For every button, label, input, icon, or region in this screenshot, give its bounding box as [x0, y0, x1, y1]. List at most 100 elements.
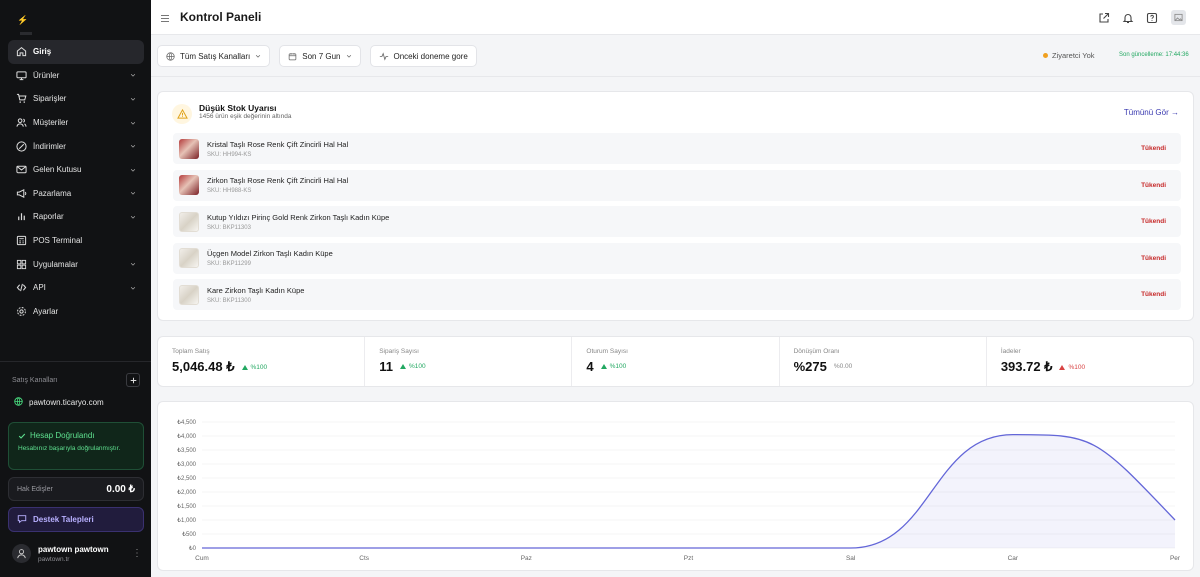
- chevron-down-icon: [129, 213, 137, 221]
- external-link-icon[interactable]: [1097, 11, 1111, 25]
- sidebar-item-label: Gelen Kutusu: [33, 165, 82, 175]
- gear-icon: [15, 305, 27, 317]
- brand-logo[interactable]: ⚡: [17, 12, 41, 36]
- product-info: Üçgen Model Zirkon Taşlı Kadın Küpe SKU: …: [207, 249, 1136, 267]
- stat-label: İadeler: [1000, 348, 1021, 355]
- stat-value: %275: [793, 359, 827, 374]
- mail-icon: [15, 164, 27, 176]
- sidebar-item-label: Siparişler: [33, 94, 67, 104]
- compare-period-toggle[interactable]: Onceki doneme gore: [369, 45, 477, 67]
- plus-icon: [130, 377, 136, 383]
- sidebar-item-9[interactable]: POS Terminal: [8, 229, 144, 253]
- x-tick-label: Paz: [521, 555, 532, 562]
- stat-tile: İadeler 393.72 ₺ %100: [987, 337, 1193, 386]
- stat-change: %100: [600, 363, 627, 370]
- sidebar-item-2[interactable]: Ürünler: [8, 64, 144, 88]
- sidebar-item-10[interactable]: Uygulamalar: [8, 252, 144, 276]
- account-verified-box: Hesap Doğrulandı Hesabınız başarıyla doğ…: [8, 422, 144, 470]
- chevron-down-icon: [255, 53, 261, 59]
- sales-channels-title: Satış Kanalları: [12, 376, 58, 384]
- low-stock-item[interactable]: Kristal Taşlı Rose Renk Çift Zincirli Ha…: [173, 133, 1181, 164]
- add-channel-button[interactable]: [126, 373, 140, 387]
- sales-channel-item[interactable]: pawtown.ticaryo.com: [14, 397, 104, 408]
- stat-change: %100: [241, 364, 267, 371]
- status-badge: Tükendi: [1141, 181, 1166, 189]
- topbar-actions: [1087, 10, 1186, 25]
- sales-chart-card: ₺0 ₺500 ₺1,000 ₺1,500 ₺2,000 ₺2,500 ₺3,000 ₺3,5…: [157, 401, 1194, 571]
- y-tick-label: ₺500: [182, 531, 196, 538]
- stat-label: Toplam Satış: [172, 348, 210, 355]
- low-stock-item[interactable]: Kutup Yıldızı Pirinç Gold Renk Zirkon Ta…: [173, 206, 1181, 237]
- help-book-icon[interactable]: [1145, 11, 1159, 25]
- sidebar-item-12[interactable]: Ayarlar: [8, 300, 144, 324]
- low-stock-item[interactable]: Kare Zirkon Taşlı Kadın Küpe SKU: BKP1130…: [173, 279, 1181, 310]
- low-stock-card: Düşük Stok Uyarısı 1456 ürün eşik değeri…: [157, 91, 1194, 321]
- chevron-down-icon: [129, 284, 137, 292]
- product-name: Kristal Taşlı Rose Renk Çift Zincirli Ha…: [207, 139, 349, 149]
- pos-icon: [15, 235, 27, 247]
- stat-tile: Sipariş Sayısı 11 %100: [365, 337, 573, 386]
- last-updated-text: Son güncelleme: 17:44:36: [1119, 52, 1189, 58]
- low-stock-item[interactable]: Zirkon Taşlı Rose Renk Çift Zincirli Hal…: [173, 169, 1181, 201]
- sales-channel-label: pawtown.ticaryo.com: [29, 398, 104, 407]
- sidebar-nav: Giriş Ürünler Siparişler Müşteriler İndiriml…: [8, 40, 144, 323]
- sidebar-item-8[interactable]: Raporlar: [8, 205, 144, 229]
- sales-channel-filter[interactable]: Tüm Satış Kanalları: [157, 45, 271, 67]
- product-name: Kare Zirkon Taşlı Kadın Küpe: [207, 285, 305, 295]
- sidebar-item-4[interactable]: Müşteriler: [8, 111, 144, 135]
- stat-change-value: %100: [609, 363, 627, 370]
- product-info: Zirkon Taşlı Rose Renk Çift Zincirli Hal…: [207, 176, 1136, 194]
- date-range-label: Son 7 Gun: [302, 51, 341, 61]
- chevron-down-icon: [129, 71, 137, 79]
- date-range-filter[interactable]: Son 7 Gun: [279, 45, 361, 67]
- sidebar-item-3[interactable]: Siparişler: [8, 87, 144, 111]
- sales-chart: ₺0 ₺500 ₺1,000 ₺1,500 ₺2,000 ₺2,500 ₺3,000 ₺3,5…: [177, 419, 1181, 562]
- see-all-link[interactable]: Tümünü Gör →: [1123, 108, 1179, 117]
- discount-icon: [15, 140, 27, 152]
- x-tick-label: Cts: [359, 555, 370, 562]
- chat-icon: [17, 514, 27, 526]
- stat-change: %0.00: [834, 363, 852, 370]
- user-icon: [17, 549, 26, 559]
- sidebar-item-11[interactable]: API: [8, 276, 144, 300]
- stat-change-value: %100: [1068, 363, 1086, 371]
- trend-up-icon: [600, 364, 607, 369]
- bell-icon[interactable]: [1121, 11, 1135, 25]
- sidebar-item-5[interactable]: İndirimler: [8, 134, 144, 158]
- sidebar-item-6[interactable]: Gelen Kutusu: [8, 158, 144, 182]
- chevron-down-icon: [129, 260, 137, 268]
- support-tickets-button[interactable]: Destek Talepleri: [8, 507, 144, 532]
- product-thumbnail: [179, 248, 199, 268]
- low-stock-item[interactable]: Üçgen Model Zirkon Taşlı Kadın Küpe SKU: …: [173, 242, 1181, 274]
- chevron-down-icon: [129, 95, 137, 103]
- product-thumbnail: [179, 175, 199, 195]
- product-sku: SKU: BKP11303: [207, 224, 251, 231]
- profile-image-icon[interactable]: [1171, 10, 1186, 25]
- y-tick-label: ₺1,500: [177, 503, 196, 510]
- y-tick-label: ₺2,000: [177, 489, 196, 496]
- product-info: Kristal Taşlı Rose Renk Çift Zincirli Ha…: [207, 140, 1136, 158]
- support-label: Destek Talepleri: [33, 515, 94, 524]
- product-thumbnail: [179, 284, 199, 305]
- sidebar-item-1[interactable]: Giriş: [8, 40, 144, 64]
- status-badge: Tükendi: [1141, 218, 1166, 225]
- sidebar-item-label: Ürünler: [33, 70, 60, 80]
- users-icon: [15, 117, 27, 129]
- sidebar-item-label: Pazarlama: [33, 188, 72, 198]
- verified-text: Hesabınız başarıyla doğrulanmıştır.: [18, 445, 121, 452]
- sidebar-item-label: Müşteriler: [33, 118, 69, 128]
- stat-tile: Oturum Sayısı 4 %100: [572, 337, 780, 386]
- chevron-down-icon: [346, 53, 352, 59]
- earnings-box[interactable]: Hak Edişler 0.00 ₺: [8, 477, 144, 501]
- y-tick-label: ₺3,500: [177, 447, 196, 454]
- product-info: Kutup Yıldızı Pirinç Gold Renk Zirkon Ta…: [207, 213, 1136, 231]
- sidebar-item-7[interactable]: Pazarlama: [8, 182, 144, 206]
- warning-icon: [172, 104, 192, 124]
- status-badge: Tükendi: [1141, 291, 1166, 298]
- user-profile[interactable]: pawtown pawtown pawtown.tr ⋮: [12, 544, 142, 563]
- more-options-icon[interactable]: ⋮: [132, 548, 142, 559]
- status-badge: Tükendi: [1141, 145, 1166, 152]
- menu-icon[interactable]: [160, 12, 170, 26]
- stat-tile: Dönüşüm Oranı %275 %0.00: [780, 337, 987, 386]
- y-tick-label: ₺4,000: [177, 433, 196, 440]
